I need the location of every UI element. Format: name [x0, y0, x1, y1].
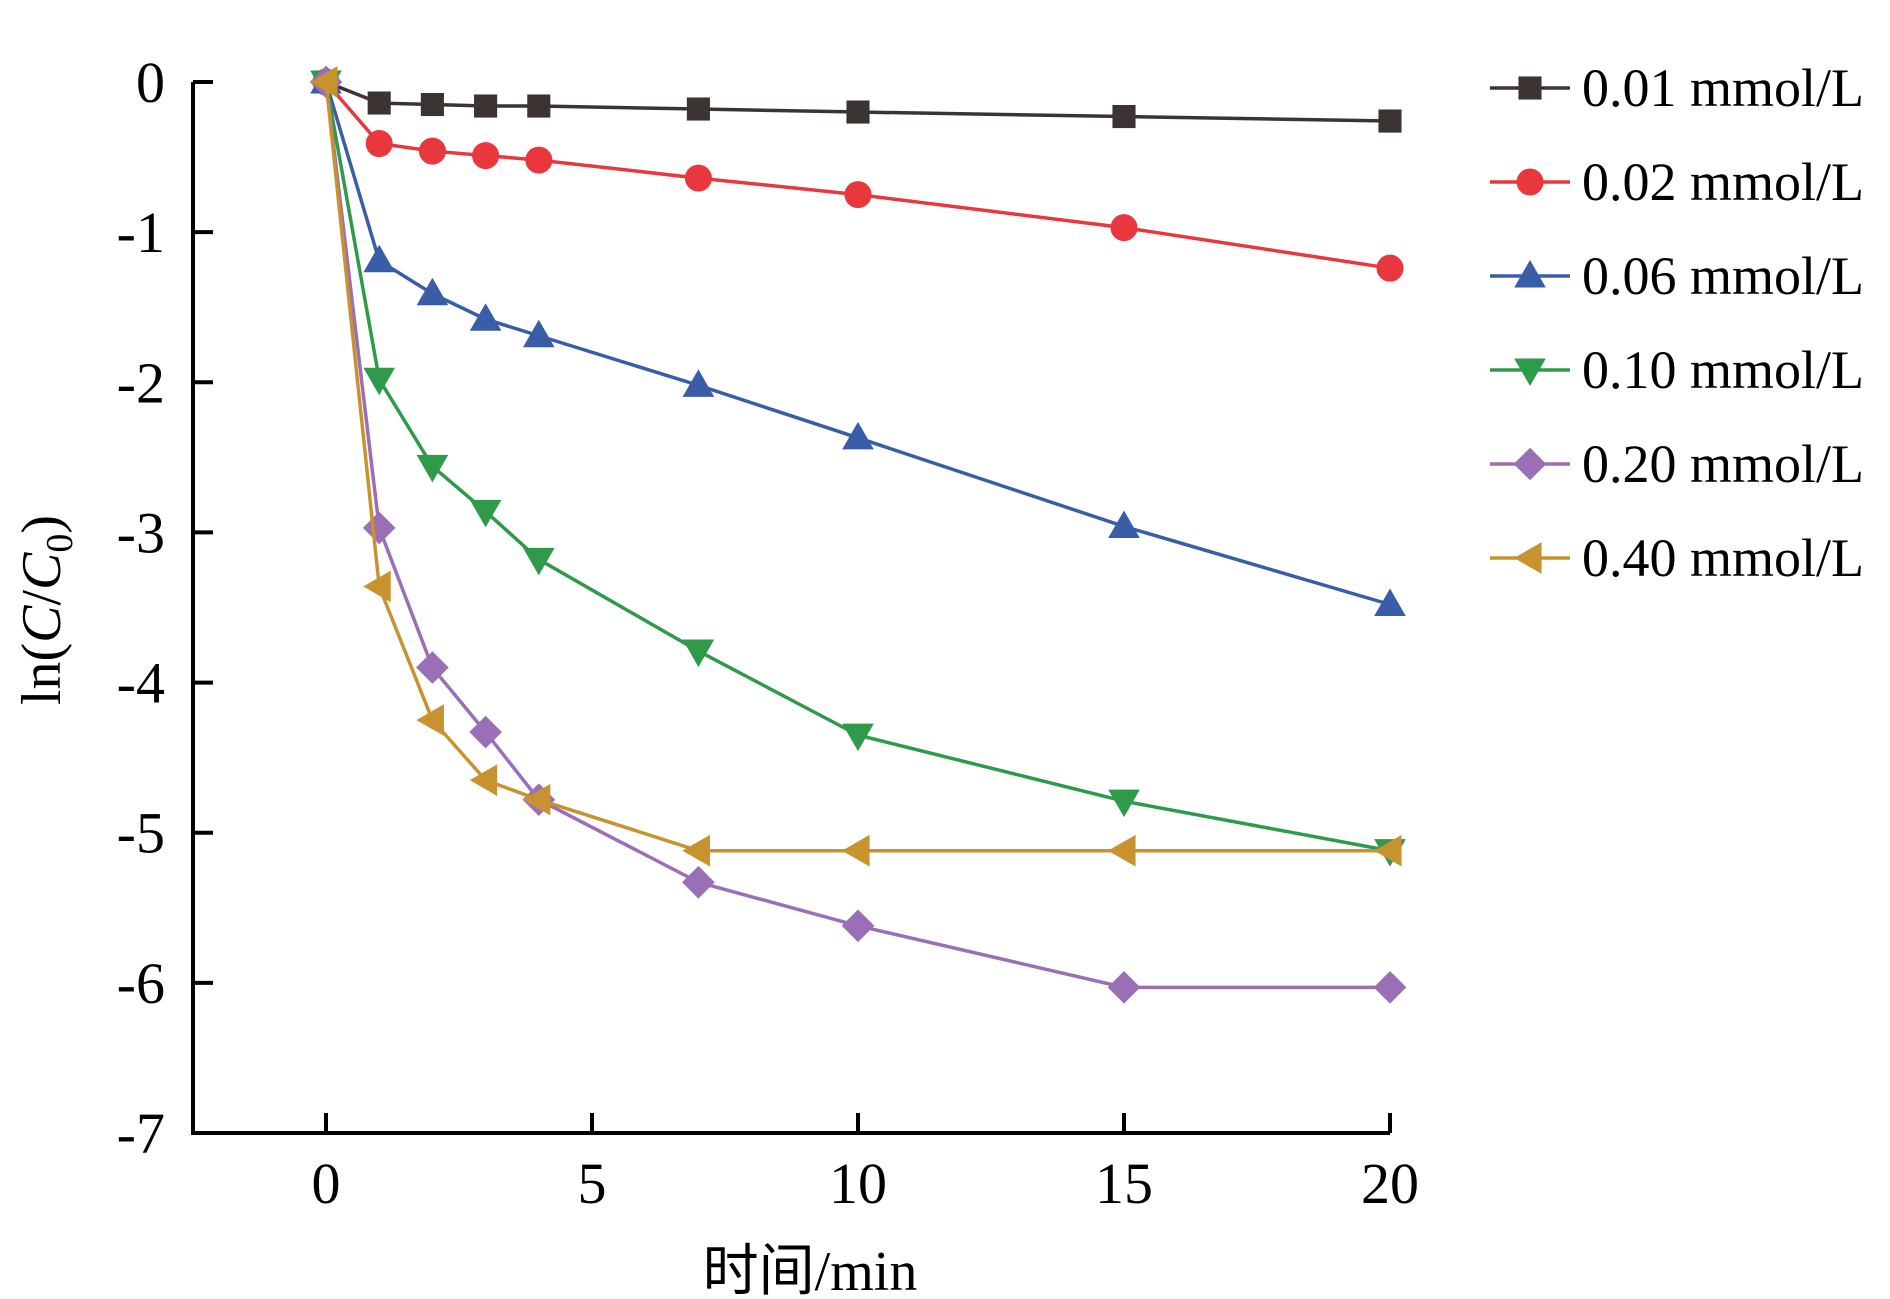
data-point — [525, 146, 553, 174]
y-axis-title-denominator: C — [11, 552, 73, 590]
series-layer — [309, 65, 1407, 1004]
data-point — [1107, 971, 1141, 1004]
data-point — [469, 499, 502, 528]
data-point — [363, 570, 391, 603]
legend-item: 0.10 mmol/L — [1490, 340, 1864, 400]
data-point — [842, 723, 874, 752]
series-1 — [314, 70, 1402, 133]
data-point — [416, 651, 449, 684]
data-point — [420, 92, 444, 117]
data-point — [469, 715, 502, 749]
data-point — [1376, 254, 1404, 282]
legend-item: 0.02 mmol/L — [1490, 152, 1864, 212]
y-axis-title-numerator: C — [11, 605, 73, 643]
data-point — [416, 277, 449, 306]
data-point — [365, 130, 393, 158]
legend-item: 0.01 mmol/L — [1490, 58, 1864, 118]
y-ticks: 0 -1 -2 -3 -4 -5 -6 -7 — [117, 50, 213, 1166]
legend-label: 0.20 mmol/L — [1582, 434, 1864, 494]
x-ticks: 0 5 10 15 20 — [312, 1113, 1419, 1216]
legend-label: 0.02 mmol/L — [1582, 152, 1864, 212]
data-point — [1108, 510, 1140, 538]
y-tick-label: -6 — [117, 951, 165, 1016]
data-point — [416, 704, 444, 736]
y-axis-title-subscript: 0 — [39, 534, 81, 553]
data-point — [367, 91, 391, 115]
legend-marker — [1514, 358, 1546, 386]
data-point — [363, 367, 396, 396]
legend-label: 0.01 mmol/L — [1582, 58, 1864, 118]
data-point — [522, 547, 555, 576]
legend-marker — [1516, 168, 1544, 196]
y-tick-label: -4 — [117, 651, 165, 716]
data-point — [362, 511, 396, 545]
x-tick-label: 20 — [1361, 1151, 1419, 1216]
y-tick-label: -7 — [117, 1101, 165, 1166]
data-point — [1374, 588, 1406, 617]
series-3 — [310, 66, 1406, 617]
data-point — [844, 181, 872, 209]
legend-marker — [1514, 542, 1542, 574]
data-point — [682, 865, 715, 899]
legend-item: 0.40 mmol/L — [1490, 528, 1864, 588]
data-point — [686, 97, 710, 121]
data-point — [846, 100, 870, 124]
data-point — [522, 319, 555, 348]
data-point — [682, 369, 715, 397]
axes: 0 -1 -2 -3 -4 -5 -6 -7 0 5 10 15 20 — [117, 50, 1419, 1216]
data-point — [842, 834, 870, 867]
data-point — [684, 164, 712, 192]
legend-label: 0.06 mmol/L — [1582, 246, 1864, 306]
x-tick-label: 0 — [312, 1151, 341, 1216]
y-axis-title-slash: / — [11, 590, 73, 606]
legend-marker — [1513, 447, 1547, 481]
y-tick-label: -2 — [117, 350, 165, 415]
data-point — [363, 244, 396, 273]
data-point — [416, 454, 449, 483]
legend-marker — [1514, 260, 1546, 288]
legend-label: 0.10 mmol/L — [1582, 340, 1864, 400]
data-point — [1112, 104, 1136, 129]
data-point — [469, 303, 502, 331]
data-point — [418, 137, 446, 165]
data-point — [469, 764, 498, 796]
y-tick-label: -5 — [117, 801, 165, 866]
data-point — [1378, 109, 1402, 133]
data-point — [310, 66, 338, 98]
legend: 0.01 mmol/L 0.02 mmol/L 0.06 mmol/L 0.10 mm… — [1490, 58, 1864, 588]
data-point — [1110, 214, 1138, 242]
data-point — [682, 834, 710, 867]
y-axis-title: ln(C/C0) — [11, 515, 81, 705]
y-axis-title-suffix: ) — [11, 515, 73, 534]
y-tick-label: -3 — [117, 500, 165, 565]
data-point — [841, 909, 875, 943]
legend-marker — [1518, 76, 1542, 100]
data-point — [1374, 834, 1402, 867]
y-axis-title-prefix: ln( — [11, 643, 73, 705]
data-point — [474, 94, 498, 118]
legend-item: 0.06 mmol/L — [1490, 246, 1864, 306]
x-tick-label: 10 — [829, 1151, 887, 1216]
data-point — [522, 783, 551, 816]
data-point — [1108, 789, 1140, 818]
series-6 — [310, 66, 1402, 867]
data-point — [682, 639, 715, 667]
y-tick-label: -1 — [117, 200, 165, 265]
data-point — [842, 421, 874, 450]
legend-label: 0.40 mmol/L — [1582, 528, 1864, 588]
data-point — [527, 94, 551, 118]
data-point — [472, 142, 500, 170]
data-point — [1108, 834, 1136, 867]
data-point — [1373, 971, 1407, 1004]
x-tick-label: 5 — [578, 1151, 607, 1216]
y-tick-label: 0 — [136, 50, 165, 115]
x-axis-title: 时间/min — [703, 1241, 918, 1299]
legend-item: 0.20 mmol/L — [1490, 434, 1864, 494]
x-tick-label: 15 — [1095, 1151, 1153, 1216]
